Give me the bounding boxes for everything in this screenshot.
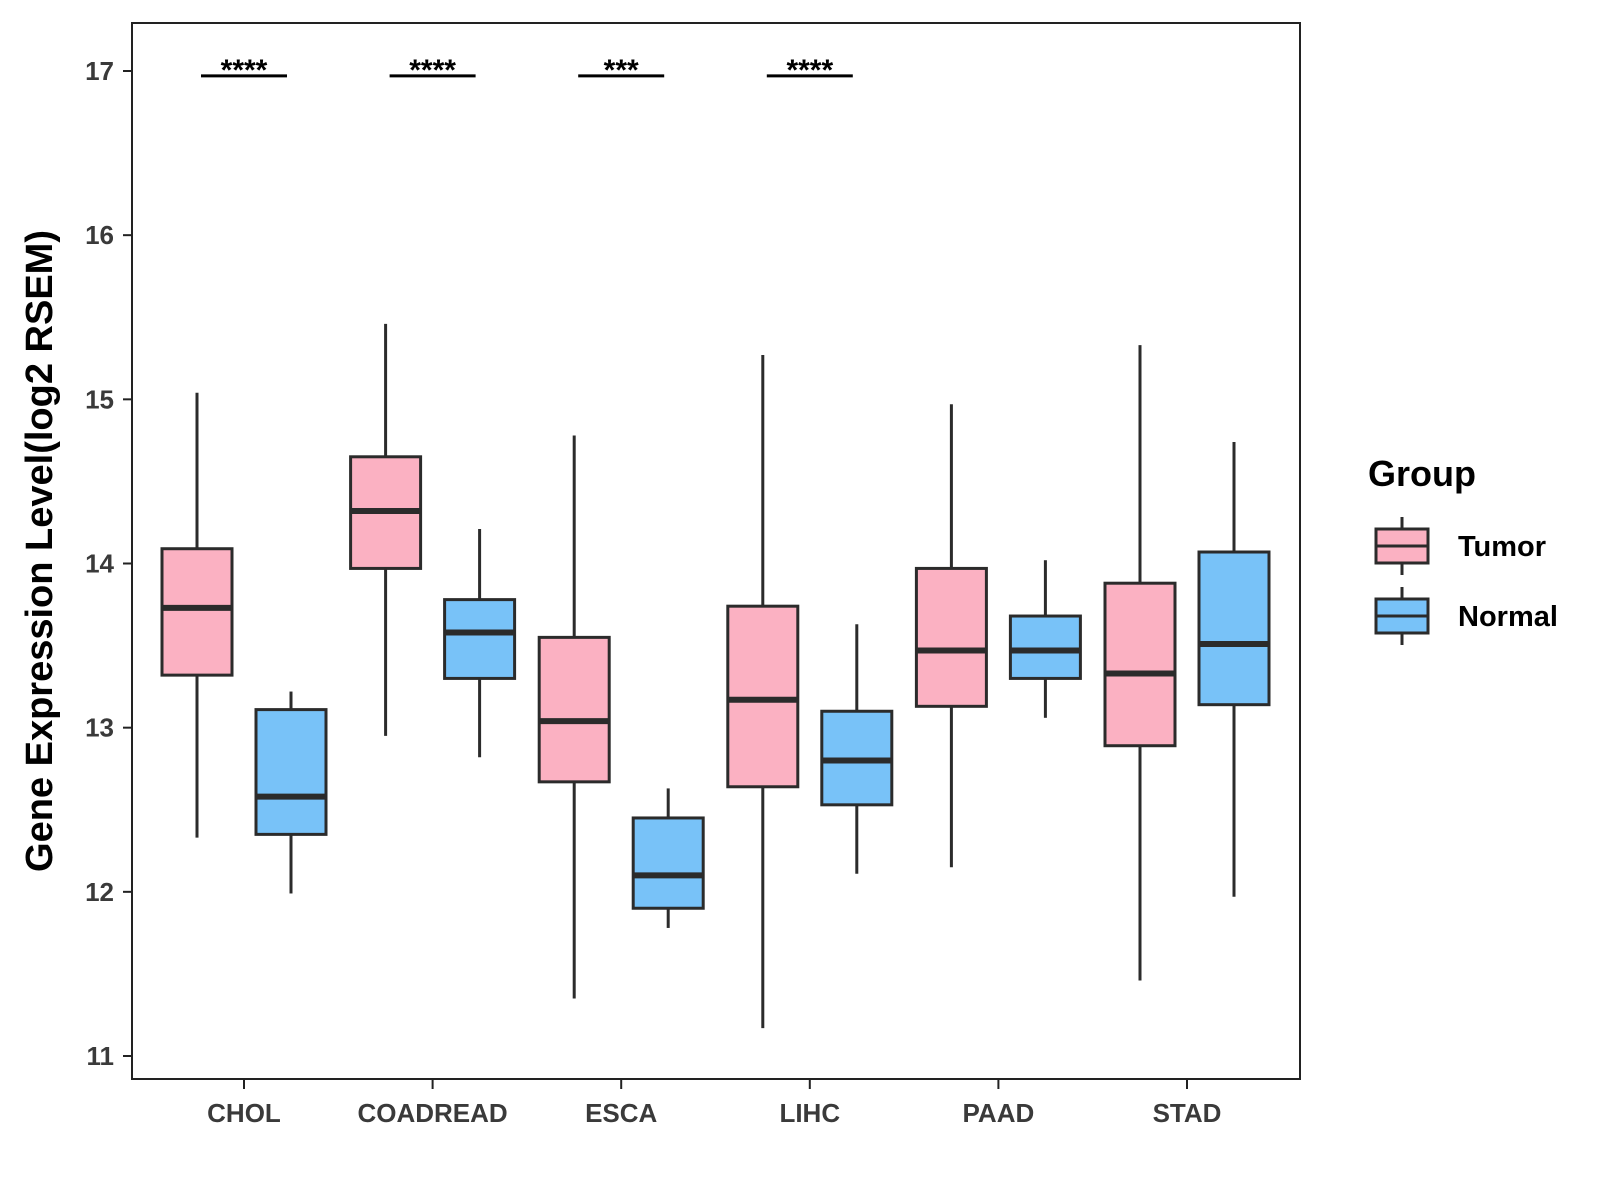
box-body — [443, 598, 517, 680]
x-tick-label-paad: PAAD — [963, 1098, 1035, 1128]
box-body — [537, 635, 611, 784]
box-tumor-stad — [1103, 345, 1177, 981]
y-tick-label: 13 — [85, 713, 114, 743]
box-body — [914, 566, 988, 708]
box-normal-esca — [631, 788, 705, 928]
y-axis: 11 12 13 14 15 16 17 — [85, 56, 132, 1071]
box-body — [1197, 550, 1271, 707]
x-tick-label-esca: ESCA — [585, 1098, 657, 1128]
box-normal-stad — [1197, 442, 1271, 897]
legend-title: Group — [1368, 453, 1476, 494]
box-normal-chol — [254, 691, 328, 894]
legend-key-tumor — [1374, 517, 1430, 575]
legend-key-normal — [1374, 587, 1430, 645]
box-normal-lihc — [820, 624, 894, 874]
legend-label-normal: Normal — [1458, 601, 1558, 633]
significance-annotations: **** **** *** **** — [201, 54, 853, 87]
x-tick-label-chol: CHOL — [207, 1098, 281, 1128]
box-series — [160, 323, 1271, 1029]
box-tumor-esca — [537, 435, 611, 999]
y-tick-label: 14 — [85, 549, 114, 579]
legend: Group Tumor Normal — [1368, 453, 1558, 645]
box-body — [254, 708, 328, 836]
plot-panel — [131, 22, 1301, 1080]
y-tick-label: 12 — [85, 877, 114, 907]
box-normal-paad — [1008, 560, 1082, 718]
box-body — [726, 604, 800, 789]
box-body — [160, 547, 234, 677]
box-tumor-chol — [160, 392, 234, 838]
y-tick-label: 17 — [85, 56, 114, 86]
box-body — [1103, 581, 1177, 748]
legend-label-tumor: Tumor — [1458, 531, 1546, 563]
significance-label: **** — [221, 54, 268, 87]
significance-label: **** — [409, 54, 456, 87]
x-axis: CHOL COADREAD ESCA LIHC PAAD STAD — [207, 1079, 1221, 1128]
y-tick-label: 11 — [87, 1041, 115, 1071]
box-tumor-paad — [914, 404, 988, 868]
y-axis-title: Gene Expression Level(log2 RSEM) — [19, 230, 61, 872]
box-tumor-lihc — [726, 355, 800, 1029]
x-tick-label-lihc: LIHC — [779, 1098, 840, 1128]
x-tick-label-coadread: COADREAD — [357, 1098, 507, 1128]
box-tumor-coadread — [349, 323, 423, 736]
y-tick-label: 15 — [85, 384, 114, 414]
significance-label: **** — [786, 54, 833, 87]
x-tick-label-stad: STAD — [1153, 1098, 1222, 1128]
box-normal-coadread — [443, 529, 517, 758]
y-tick-label: 16 — [85, 220, 114, 250]
box-body — [1008, 614, 1082, 680]
box-body — [631, 816, 705, 910]
significance-label: *** — [604, 54, 639, 87]
